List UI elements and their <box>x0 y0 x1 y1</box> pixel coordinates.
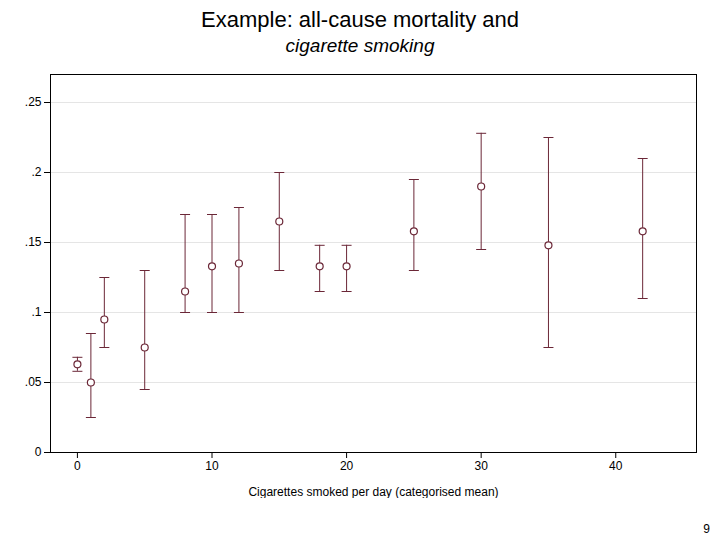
html-text:Example: all-cause mortality a: Example: all-cause mortality and <box>201 7 519 32</box>
svg-text:.25: .25 <box>25 95 42 109</box>
svg-text:40: 40 <box>609 459 623 473</box>
svg-text:30: 30 <box>474 459 488 473</box>
svg-text:20: 20 <box>340 459 354 473</box>
html-text:9: 9 <box>703 522 710 536</box>
svg-text:.2: .2 <box>31 165 41 179</box>
svg-text:Cigarettes smoked per day (cat: Cigarettes smoked per day (categorised m… <box>248 485 498 499</box>
html-text:cigarette smoking: cigarette smoking <box>285 35 435 56</box>
svg-text:.1: .1 <box>31 305 41 319</box>
svg-text:.15: .15 <box>25 235 42 249</box>
svg-text:.05: .05 <box>25 375 42 389</box>
svg-text:0: 0 <box>35 445 42 459</box>
svg-text:10: 10 <box>205 459 219 473</box>
svg-text:0: 0 <box>74 459 81 473</box>
